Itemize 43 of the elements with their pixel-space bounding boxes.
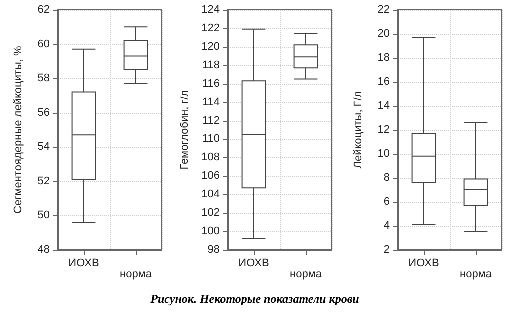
y-tick-label: 102 [202, 207, 220, 220]
y-tick-label: 52 [38, 175, 50, 188]
y-tick-label: 60 [38, 38, 50, 50]
x-tick-label: норма [120, 268, 153, 280]
y-tick-label: 16 [378, 76, 390, 88]
y-tick-label: 122 [202, 22, 220, 34]
y-tick-label: 56 [38, 106, 50, 119]
x-tick-label: ИОХВ [408, 258, 440, 270]
y-tick-label: 106 [202, 170, 220, 182]
y-tick-label: 124 [202, 4, 220, 16]
y-tick-label: 110 [202, 133, 220, 146]
y-tick-label: 20 [378, 28, 390, 40]
y-axis-title: Гемоглобин, г/л [179, 90, 192, 170]
y-tick-label: 120 [202, 40, 220, 53]
y-tick-label: 8 [384, 172, 390, 184]
y-tick-label: 98 [208, 244, 220, 256]
y-tick-label: 100 [202, 226, 220, 238]
x-tick-label: норма [460, 268, 493, 280]
y-tick-label: 2 [384, 244, 390, 256]
y-tick-label: 22 [378, 4, 390, 16]
y-tick-label: 10 [378, 148, 390, 160]
y-tick-label: 62 [38, 4, 50, 16]
y-tick-label: 104 [202, 188, 220, 201]
y-axis-title: Сегментоядерные лейкоциты, % [12, 46, 24, 214]
x-tick-label: норма [290, 268, 323, 280]
y-tick-label: 4 [384, 220, 390, 232]
y-tick-label: 54 [38, 141, 50, 154]
y-tick-label: 14 [378, 100, 390, 112]
y-tick-label: 114 [202, 96, 220, 108]
text: Рисунок. Некоторые показатели крови [150, 292, 360, 307]
y-tick-label: 118 [202, 59, 220, 72]
x-tick-label: ИОХВ [238, 258, 270, 270]
y-tick-label: 50 [38, 210, 50, 222]
y-tick-label: 18 [378, 52, 390, 64]
x-tick-label: ИОХВ [68, 258, 100, 270]
y-tick-label: 58 [38, 72, 50, 85]
y-tick-label: 6 [384, 196, 390, 208]
y-tick-label: 108 [202, 152, 220, 164]
y-tick-label: 12 [378, 124, 390, 136]
y-tick-label: 112 [202, 114, 220, 127]
y-tick-label: 48 [38, 244, 50, 256]
y-tick-label: 116 [202, 78, 220, 90]
y-axis-title: Лейкоциты, Г/л [352, 91, 364, 169]
